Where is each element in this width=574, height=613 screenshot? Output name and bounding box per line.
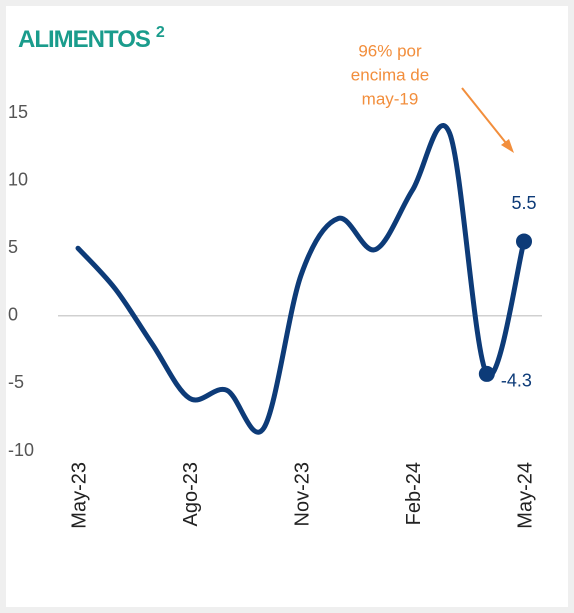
- line: [75, 122, 527, 435]
- annotation: 96% por: [358, 41, 422, 60]
- x-tick-label: Feb-24: [403, 462, 425, 525]
- x-tick-label: Nov-23: [291, 462, 313, 526]
- panel: [6, 6, 568, 607]
- y-tick-label: 5: [8, 237, 18, 257]
- arrow-head: [501, 139, 514, 153]
- x-tick-label: May-23: [68, 462, 90, 529]
- data-label: 5.5: [511, 193, 536, 213]
- annotation-arrow: [461, 87, 511, 149]
- x-tick-label: Ago-23: [180, 462, 202, 527]
- data-label: -4.3: [501, 371, 532, 391]
- y-tick-label: 15: [8, 102, 28, 122]
- point: [516, 233, 532, 250]
- point: [478, 365, 495, 382]
- title-superscript: 2: [156, 24, 165, 41]
- annotation: may-19: [362, 89, 419, 108]
- y-tick-label: -5: [8, 372, 24, 392]
- chart-title: ALIMENTOS 2: [18, 24, 165, 53]
- x-tick-label: May-24: [514, 462, 536, 529]
- title-text: ALIMENTOS: [18, 26, 151, 53]
- y-tick-label: 10: [8, 169, 28, 189]
- y-tick-label: 0: [8, 305, 18, 325]
- y-tick-label: -10: [8, 440, 34, 460]
- annotation: encima de: [351, 65, 429, 84]
